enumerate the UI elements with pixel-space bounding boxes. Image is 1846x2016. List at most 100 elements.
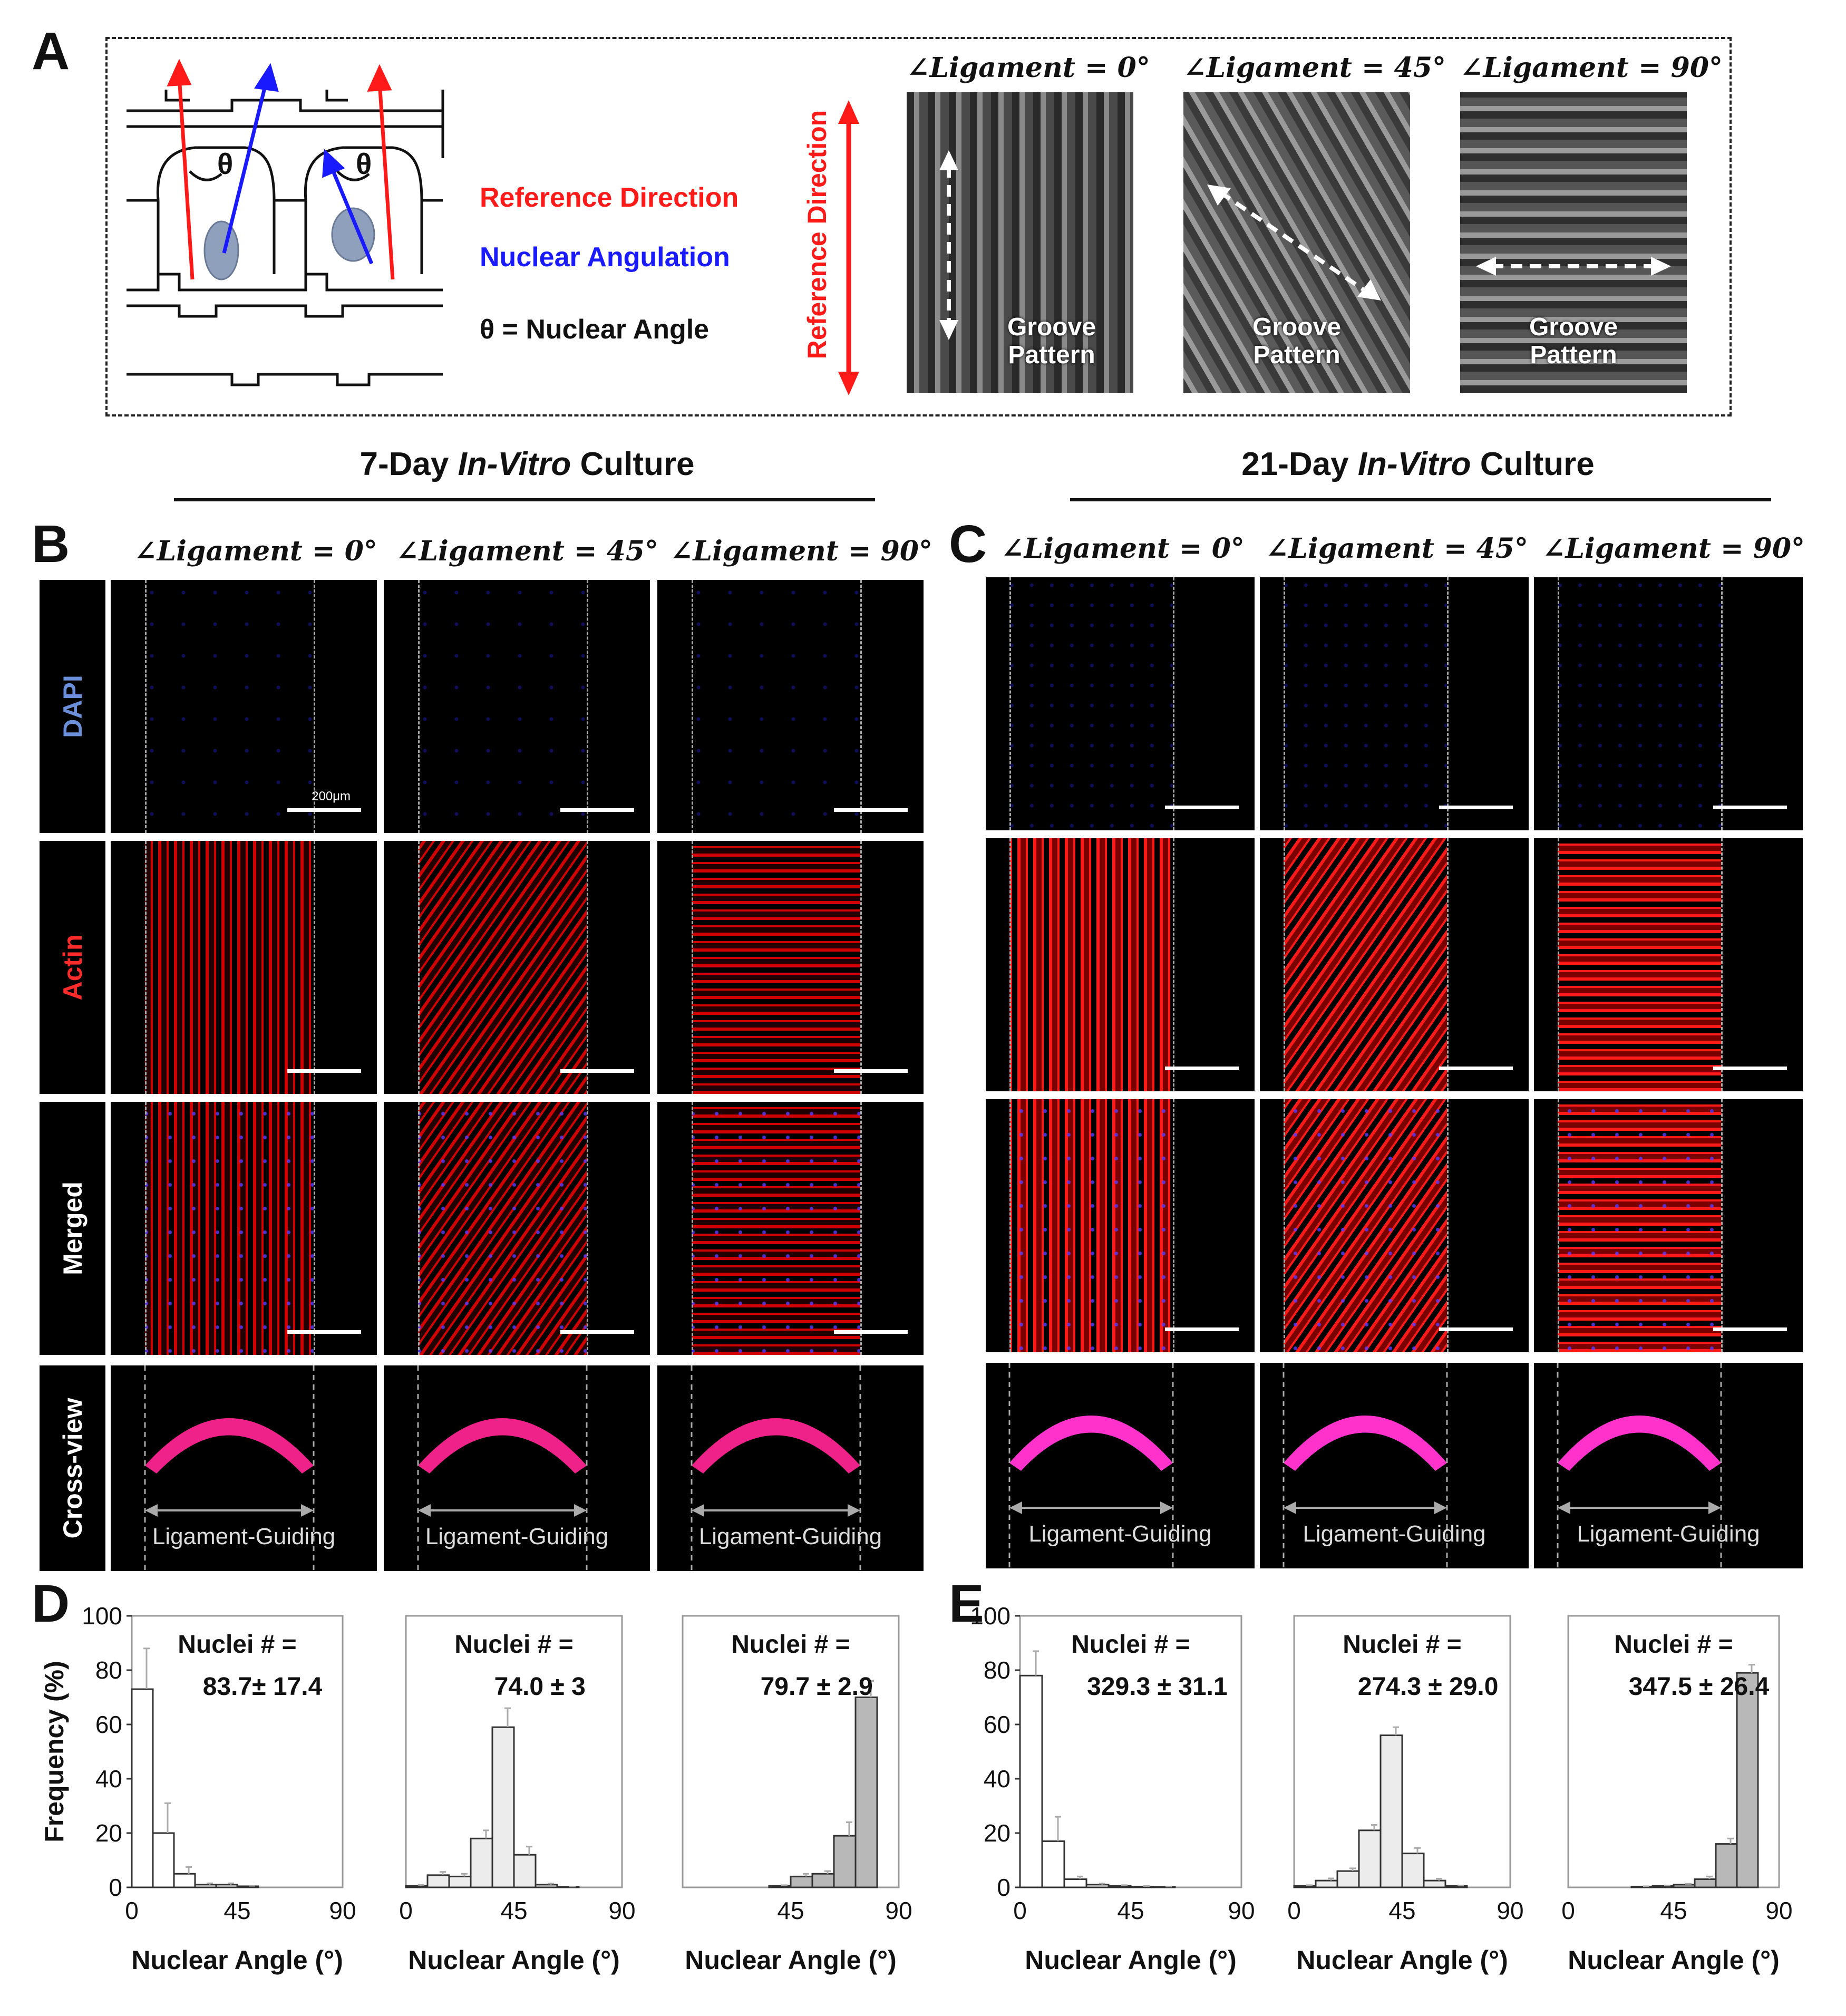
ligament-boundary-line — [1009, 577, 1011, 830]
b-cross-view-image-0: Ligament-Guiding — [111, 1365, 377, 1571]
ligament-boundary-line — [314, 841, 315, 1094]
y-tick-label: 0 — [109, 1874, 122, 1901]
section-rule-21day — [1070, 498, 1771, 501]
hist-bar — [811, 1873, 835, 1888]
c-cross-view-image-45: Ligament-Guiding — [1260, 1363, 1529, 1568]
row-label-actin: Actin — [40, 841, 105, 1094]
x-axis-label: Nuclear Angle (°) — [1568, 1945, 1780, 1975]
section-title-7day: 7-Day In-Vitro Culture — [360, 446, 695, 482]
ligament-boundary-line — [860, 580, 862, 833]
c-cross-view-image-0: Ligament-Guiding — [986, 1363, 1255, 1568]
width-arrow-head — [301, 1504, 314, 1517]
sem-caption-0: Groove Pattern — [1007, 313, 1096, 369]
sem-caption-90: Groove Pattern — [1529, 313, 1618, 369]
hist-bar — [854, 1697, 878, 1888]
c-actin-image-45 — [1260, 838, 1529, 1091]
c-dapi-image-0 — [986, 577, 1255, 830]
sem-caption-45: Groove Pattern — [1252, 313, 1342, 369]
ligament-boundary-line — [1447, 838, 1449, 1091]
ligament-boundary-line — [1447, 577, 1449, 830]
hist-bar — [1379, 1734, 1403, 1888]
scale-bar-label: 200μm — [312, 789, 351, 803]
width-arrow-head — [574, 1504, 587, 1517]
hist-bar — [1444, 1885, 1468, 1888]
cross-view-label: Ligament-Guiding — [698, 1524, 882, 1549]
cross-view-label: Ligament-Guiding — [1303, 1521, 1486, 1547]
x-tick-label: 45 — [1660, 1897, 1687, 1924]
outside-region-mask — [111, 841, 145, 1094]
b-merged-image-90 — [657, 1102, 924, 1355]
x-tick-label: 45 — [1117, 1897, 1144, 1924]
scale-bar — [1439, 1327, 1513, 1331]
outside-region-mask — [314, 1102, 377, 1355]
b-dapi-image-0: 200μm — [111, 580, 377, 833]
sem-header-0: ∠Ligament = 0° — [907, 52, 1150, 84]
x-tick-label: 90 — [1228, 1897, 1255, 1924]
outside-region-mask — [314, 580, 377, 833]
ligament-boundary-line — [1721, 1099, 1723, 1352]
sem-image-0: Groove Pattern — [907, 92, 1133, 393]
b-merged-image-0 — [111, 1102, 377, 1355]
ligament-boundary-line — [314, 1102, 315, 1355]
scale-bar — [1713, 1067, 1787, 1070]
hist-bar — [194, 1884, 217, 1888]
ligament-boundary-line — [587, 841, 588, 1094]
c-actin-image-90 — [1534, 838, 1803, 1091]
ligament-boundary-line — [1009, 1099, 1011, 1352]
hist-bar — [1107, 1885, 1132, 1888]
hist-bar — [152, 1832, 175, 1888]
dome-tissue — [418, 1418, 587, 1474]
outside-region-mask — [986, 838, 1009, 1091]
outside-region-mask — [1534, 838, 1558, 1091]
col-header-c-90: ∠Ligament = 90° — [1542, 532, 1805, 565]
x-axis-label: Nuclear Angle (°) — [408, 1945, 620, 1975]
hist-bar — [1736, 1672, 1759, 1888]
outside-region-mask — [657, 580, 692, 833]
ligament-boundary-line — [1721, 577, 1723, 830]
cross-view-dome — [417, 1365, 588, 1571]
hist-bar — [790, 1875, 813, 1888]
b-dapi-image-45 — [384, 580, 650, 833]
scale-bar — [560, 1069, 634, 1073]
outside-region-mask — [1721, 577, 1803, 830]
hist-bar — [491, 1726, 515, 1888]
x-tick-label: 90 — [1765, 1897, 1792, 1924]
y-tick-label: 100 — [82, 1602, 122, 1630]
outside-region-mask — [384, 1102, 418, 1355]
outside-region-mask — [986, 1099, 1009, 1352]
scale-bar — [1439, 806, 1513, 809]
outside-region-mask — [1534, 577, 1558, 830]
x-axis-label: Nuclear Angle (°) — [1296, 1945, 1508, 1975]
cross-view-label: Ligament-Guiding — [425, 1524, 609, 1549]
scale-bar — [834, 1330, 908, 1334]
width-arrow-head — [1708, 1501, 1721, 1514]
cross-view-dome — [1557, 1363, 1722, 1568]
ligament-boundary-line — [1447, 1099, 1449, 1352]
outside-region-mask — [111, 580, 145, 833]
panel-letter-b: B — [32, 515, 70, 574]
ligament-boundary-line — [1009, 838, 1011, 1091]
hist-bar — [1715, 1843, 1738, 1888]
x-tick-label: 45 — [500, 1897, 527, 1924]
x-tick-label: 90 — [329, 1897, 356, 1924]
outside-region-mask — [384, 841, 418, 1094]
x-tick-label: 0 — [125, 1897, 139, 1924]
ligament-boundary-line — [145, 580, 147, 833]
hist-bar — [448, 1875, 472, 1888]
y-tick-label: 60 — [984, 1711, 1011, 1738]
nuclei-count-value: 79.7 ± 2.9 — [761, 1673, 873, 1701]
scale-bar — [1165, 1067, 1239, 1070]
ligament-boundary-line — [692, 1102, 693, 1355]
hist-bar — [236, 1885, 259, 1888]
nuclei-count-value: 329.3 ± 31.1 — [1087, 1673, 1228, 1701]
scale-bar — [1439, 1067, 1513, 1070]
nuclei-count-value: 83.7± 17.4 — [203, 1673, 323, 1701]
y-tick-label: 100 — [970, 1602, 1011, 1630]
dome-tissue — [145, 1418, 314, 1474]
ligament-boundary-line — [1173, 838, 1174, 1091]
x-tick-label: 90 — [885, 1897, 912, 1924]
theta-symbol-left: θ — [217, 147, 233, 180]
groove-arrow-icon — [1207, 185, 1381, 301]
outside-region-mask — [111, 1102, 145, 1355]
outside-region-mask — [1721, 838, 1803, 1091]
